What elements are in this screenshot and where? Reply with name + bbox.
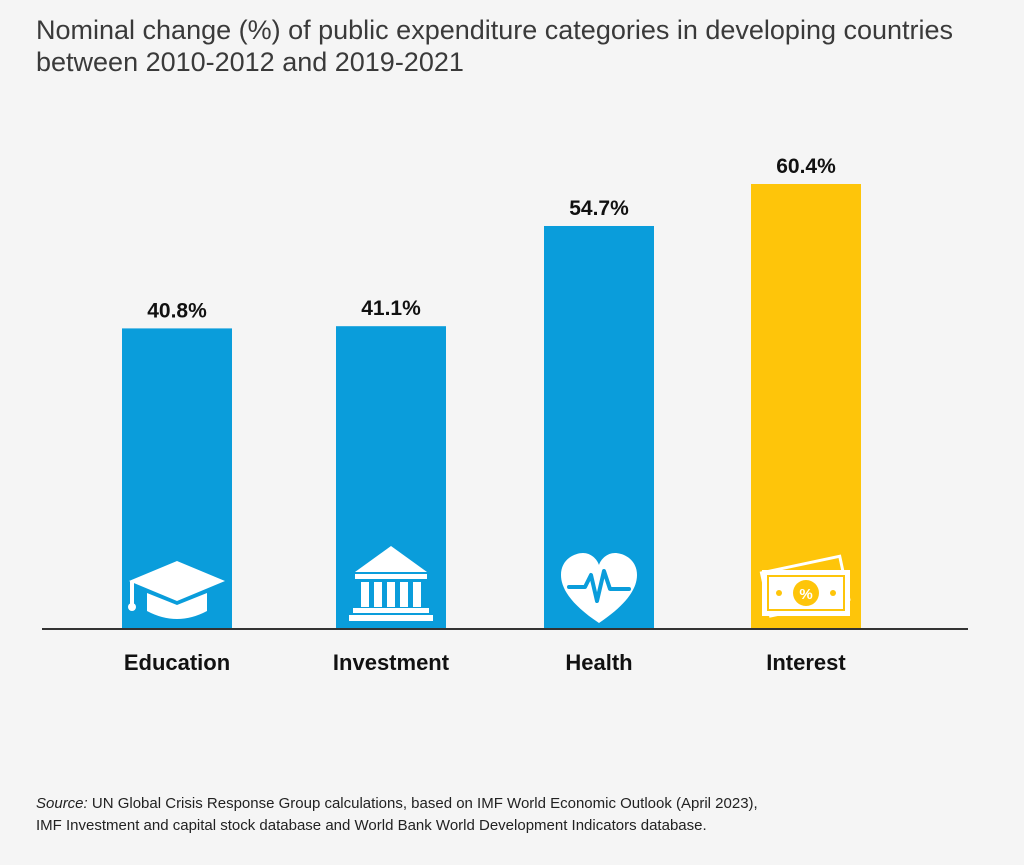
source-note: Source: UN Global Crisis Response Group … — [36, 793, 996, 837]
chart-title: Nominal change (%) of public expenditure… — [36, 14, 996, 78]
value-label-education: 40.8% — [147, 299, 207, 322]
chart-title-line-1: Nominal change (%) of public expenditure… — [36, 15, 954, 45]
value-label-interest: 60.4% — [776, 155, 836, 178]
value-label-investment: 41.1% — [361, 297, 421, 320]
bank-building-icon — [349, 546, 433, 621]
svg-text:%: % — [799, 586, 812, 603]
source-line-1: UN Global Crisis Response Group calculat… — [87, 795, 758, 812]
chart-title-line-2: between 2010-2012 and 2019-2021 — [36, 47, 464, 77]
category-label-health: Health — [565, 650, 632, 675]
graduation-cap-icon — [128, 561, 225, 619]
bar-interest — [751, 184, 861, 629]
category-label-interest: Interest — [766, 650, 846, 675]
money-percent-icon: % — [759, 554, 851, 618]
bar-health — [544, 225, 654, 629]
category-label-investment: Investment — [333, 650, 450, 675]
source-line-2: IMF Investment and capital stock databas… — [36, 817, 707, 834]
value-label-health: 54.7% — [569, 197, 629, 220]
source-prefix: Source: — [36, 795, 88, 812]
category-label-education: Education — [124, 650, 230, 675]
heart-pulse-icon — [561, 553, 637, 623]
